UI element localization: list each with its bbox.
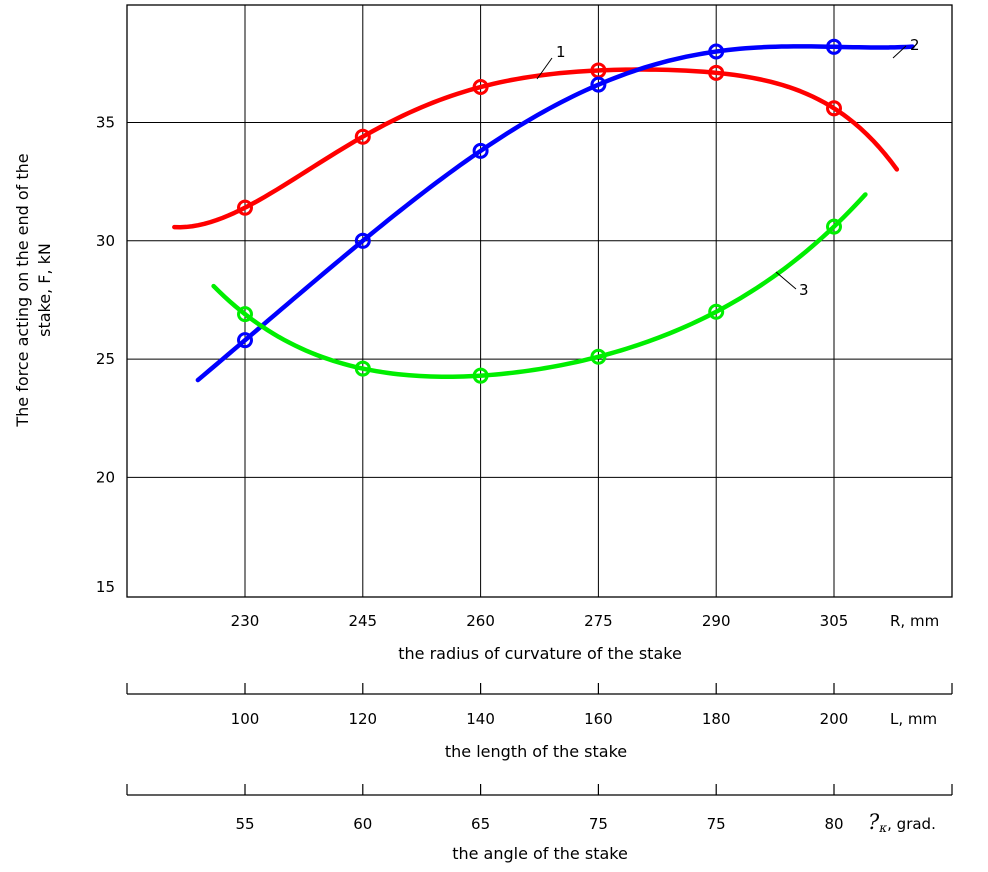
x-tick-label: 230 bbox=[231, 612, 260, 630]
radius-axis-label: the radius of curvature of the stake bbox=[398, 644, 682, 663]
series-3-point bbox=[708, 303, 725, 320]
angle-axis-label: the angle of the stake bbox=[452, 844, 628, 863]
series-2-point bbox=[354, 232, 371, 249]
series-3-label: 3 bbox=[799, 281, 809, 299]
y-axis-label-line-2: stake, F, kN bbox=[35, 243, 54, 337]
x-tick-label: 75 bbox=[707, 815, 726, 833]
series-1-label: 1 bbox=[556, 43, 566, 61]
length-axis-label: the length of the stake bbox=[445, 742, 627, 761]
markers bbox=[237, 38, 842, 384]
x-tick-label: 200 bbox=[820, 710, 849, 728]
x-tick-label: 60 bbox=[353, 815, 372, 833]
x-tick-label: 245 bbox=[348, 612, 377, 630]
x-tick-label: 120 bbox=[348, 710, 377, 728]
y-tick-labels: 15 20 25 30 35 bbox=[96, 114, 115, 597]
series-1-point bbox=[354, 128, 371, 145]
angle-axis-unit-subscript: κ bbox=[878, 821, 887, 835]
x-tick-label: 55 bbox=[235, 815, 254, 833]
length-axis-ticks bbox=[126, 683, 953, 694]
angle-axis-tick-labels: 55 60 65 75 75 80 bbox=[235, 815, 843, 833]
length-axis-tick-labels: 100 120 140 160 180 200 bbox=[231, 710, 849, 728]
series-3-leader bbox=[775, 271, 797, 290]
series-2-point bbox=[472, 142, 489, 159]
grid bbox=[127, 5, 952, 597]
y-tick-label: 25 bbox=[96, 350, 115, 368]
series-1-point bbox=[237, 199, 253, 216]
y-tick-label: 15 bbox=[96, 578, 115, 596]
x-tick-label: 65 bbox=[471, 815, 490, 833]
series-1-point bbox=[826, 100, 842, 117]
x-tick-label: 305 bbox=[820, 612, 849, 630]
series-2-leader bbox=[892, 45, 907, 59]
curves bbox=[172, 44, 915, 383]
x-tick-label: 75 bbox=[589, 815, 608, 833]
x-tick-label: 260 bbox=[466, 612, 495, 630]
series-3-point bbox=[472, 367, 489, 384]
radius-axis-tick-labels: 230 245 260 275 290 305 bbox=[231, 612, 849, 630]
series-2-point bbox=[590, 76, 607, 93]
angle-axis-unit-text: , grad. bbox=[887, 815, 936, 833]
series-2-point bbox=[237, 332, 253, 349]
series-2-line bbox=[195, 44, 915, 383]
x-tick-label: 180 bbox=[702, 710, 731, 728]
series-3-point bbox=[354, 360, 371, 377]
x-tick-label: 80 bbox=[824, 815, 843, 833]
angle-axis-unit: ?κ, grad. bbox=[868, 810, 936, 835]
angle-axis-unit-symbol: ? bbox=[868, 810, 880, 834]
series-2-label: 2 bbox=[910, 36, 920, 54]
y-tick-label: 30 bbox=[96, 232, 115, 250]
series-1-leader bbox=[536, 57, 553, 80]
series-2-point bbox=[708, 43, 725, 60]
radius-axis-unit: R, mm bbox=[890, 612, 939, 630]
angle-axis-ticks bbox=[126, 784, 953, 795]
x-tick-label: 140 bbox=[466, 710, 495, 728]
series-3-point bbox=[237, 306, 253, 323]
y-tick-label: 20 bbox=[96, 468, 115, 486]
series-3-point bbox=[826, 218, 842, 235]
x-tick-label: 160 bbox=[584, 710, 613, 728]
y-tick-label: 35 bbox=[96, 114, 115, 132]
plot-frame bbox=[126, 4, 953, 598]
x-tick-label: 275 bbox=[584, 612, 613, 630]
series-3-point bbox=[590, 348, 607, 365]
length-axis-unit: L, mm bbox=[890, 710, 937, 728]
series-2-point bbox=[826, 38, 842, 55]
x-tick-label: 100 bbox=[231, 710, 260, 728]
x-tick-label: 290 bbox=[702, 612, 731, 630]
series-3-line bbox=[211, 192, 868, 380]
y-axis-label-line-1: The force acting on the end of the bbox=[13, 153, 32, 427]
series-1-line bbox=[172, 67, 900, 230]
series-1-point bbox=[472, 79, 489, 96]
series-1-point bbox=[708, 64, 725, 81]
